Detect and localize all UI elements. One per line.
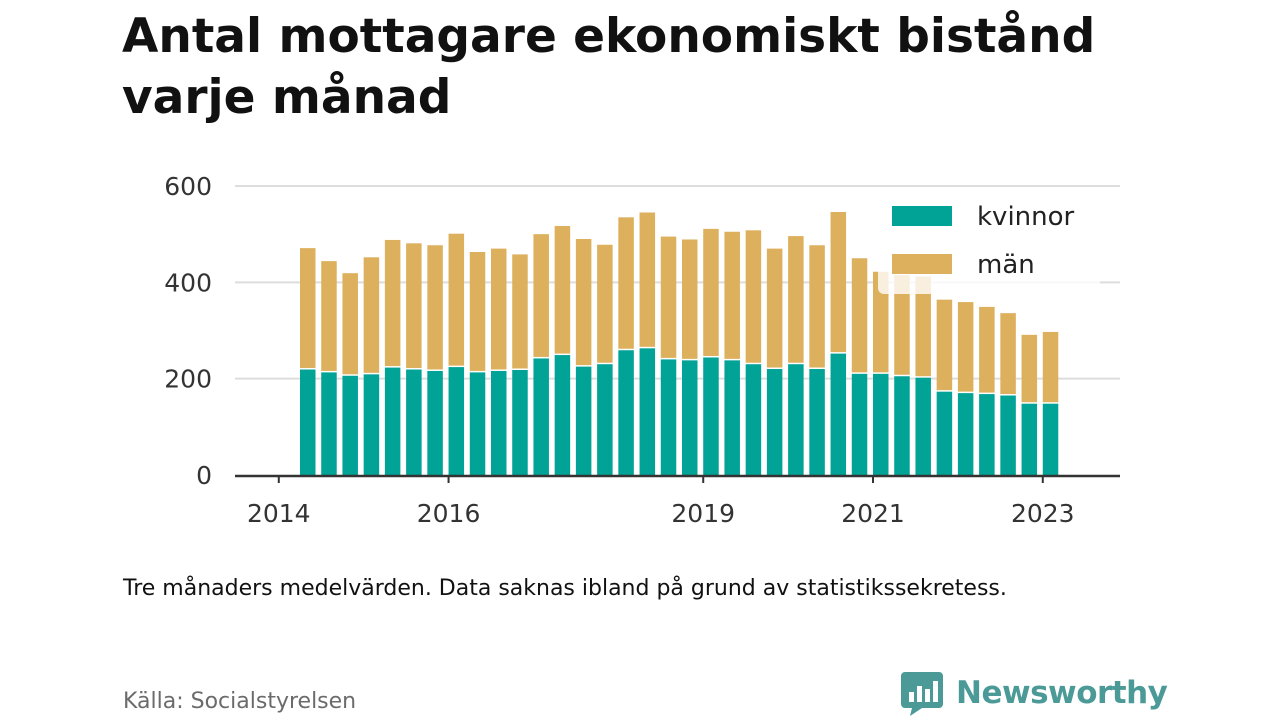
bar-man (384, 239, 401, 367)
bar-kvinnor (363, 374, 380, 475)
bar-kvinnor (300, 369, 316, 475)
bar-kvinnor (894, 376, 910, 475)
source-credit: Källa: Socialstyrelsen (123, 689, 357, 714)
bar-kvinnor (682, 360, 698, 475)
bar-kvinnor (915, 377, 931, 475)
bar-kvinnor (321, 372, 337, 475)
bar-man (618, 217, 634, 349)
bar-kvinnor (873, 373, 889, 475)
bar-kvinnor (597, 364, 613, 475)
bar-man (660, 236, 677, 358)
bar-kvinnor (406, 369, 422, 475)
bar-kvinnor (745, 364, 762, 475)
bar-kvinnor (660, 359, 677, 475)
y-tick-label: 400 (164, 268, 212, 297)
stacked-bar-chart: 0 200 400 600 2014 2016 2019 2021 2023 kvinnor mä… (164, 172, 1120, 528)
y-tick-label: 200 (164, 365, 212, 394)
bar-kvinnor (957, 393, 974, 475)
bar-kvinnor (427, 370, 443, 475)
bar-man (575, 238, 592, 366)
bar-man (830, 212, 847, 353)
legend: kvinnor män (878, 192, 1100, 294)
bar-man (469, 251, 486, 371)
bar-man (639, 212, 656, 347)
bar-man (321, 261, 337, 371)
bar-kvinnor (533, 358, 549, 475)
bar-man (894, 275, 910, 375)
bar-man (1042, 331, 1059, 403)
bar-kvinnor (809, 369, 825, 475)
bar-man (554, 225, 571, 354)
bar-man (809, 245, 825, 368)
bar-man (342, 273, 358, 375)
bar-kvinnor (851, 373, 868, 475)
bar-man (533, 234, 549, 357)
chart-title: Antal mottagare ekonomiskt bistånd varje… (122, 9, 1096, 125)
bar-kvinnor (766, 369, 783, 475)
bar-man (873, 271, 889, 373)
bar-man (448, 233, 465, 366)
bar-man (1000, 313, 1016, 395)
bar-man (682, 239, 698, 359)
bar-kvinnor (788, 364, 804, 475)
bar-man (724, 231, 740, 359)
chart-note: Tre månaders medelvärden. Data saknas ib… (123, 576, 1007, 601)
bar-kvinnor (830, 353, 847, 475)
bar-man (406, 243, 422, 369)
brand-name: Newsworthy (956, 675, 1168, 711)
bar-man (427, 245, 443, 370)
newsworthy-logo-icon (901, 672, 943, 716)
x-tick-label: 2021 (841, 499, 905, 528)
bars (300, 212, 1059, 475)
bar-kvinnor (1021, 403, 1038, 475)
legend-swatch (892, 254, 952, 274)
bar-kvinnor (554, 355, 571, 475)
legend-label: män (977, 250, 1035, 280)
bar-man (703, 228, 719, 356)
legend-label: kvinnor (977, 202, 1075, 232)
bar-kvinnor (936, 391, 953, 475)
y-tick-label: 0 (196, 461, 212, 490)
bar-kvinnor (512, 369, 528, 475)
bar-man (1021, 334, 1038, 403)
bar-kvinnor (575, 366, 592, 475)
x-tick-label: 2019 (671, 499, 735, 528)
bar-man (915, 276, 931, 377)
axes: 0 200 400 600 2014 2016 2019 2021 2023 (164, 172, 1120, 528)
x-tick-label: 2023 (1011, 499, 1075, 528)
bar-man (788, 236, 804, 363)
bar-kvinnor (448, 367, 465, 475)
brand-logo: Newsworthy (900, 670, 1168, 716)
bar-kvinnor (491, 370, 507, 475)
bar-kvinnor (639, 348, 656, 475)
bar-kvinnor (724, 360, 740, 475)
bar-man (491, 248, 507, 370)
bar-kvinnor (1000, 395, 1016, 475)
bar-kvinnor (703, 357, 719, 475)
bar-man (512, 254, 528, 369)
bar-man (979, 306, 995, 393)
legend-swatch (892, 206, 952, 226)
x-tick-label: 2016 (417, 499, 481, 528)
bar-man (766, 248, 783, 368)
bar-kvinnor (469, 372, 486, 475)
bar-kvinnor (618, 350, 634, 475)
bar-man (936, 299, 953, 391)
bar-man (363, 257, 380, 373)
x-tick-label: 2014 (247, 499, 311, 528)
bar-man (957, 302, 974, 392)
bar-kvinnor (979, 394, 995, 475)
bar-kvinnor (342, 375, 358, 475)
bar-man (745, 230, 762, 363)
bar-man (851, 258, 868, 373)
y-tick-label: 600 (164, 172, 212, 201)
bar-man (300, 248, 316, 369)
bar-kvinnor (384, 367, 401, 475)
bar-kvinnor (1042, 403, 1059, 475)
bar-man (597, 244, 613, 363)
